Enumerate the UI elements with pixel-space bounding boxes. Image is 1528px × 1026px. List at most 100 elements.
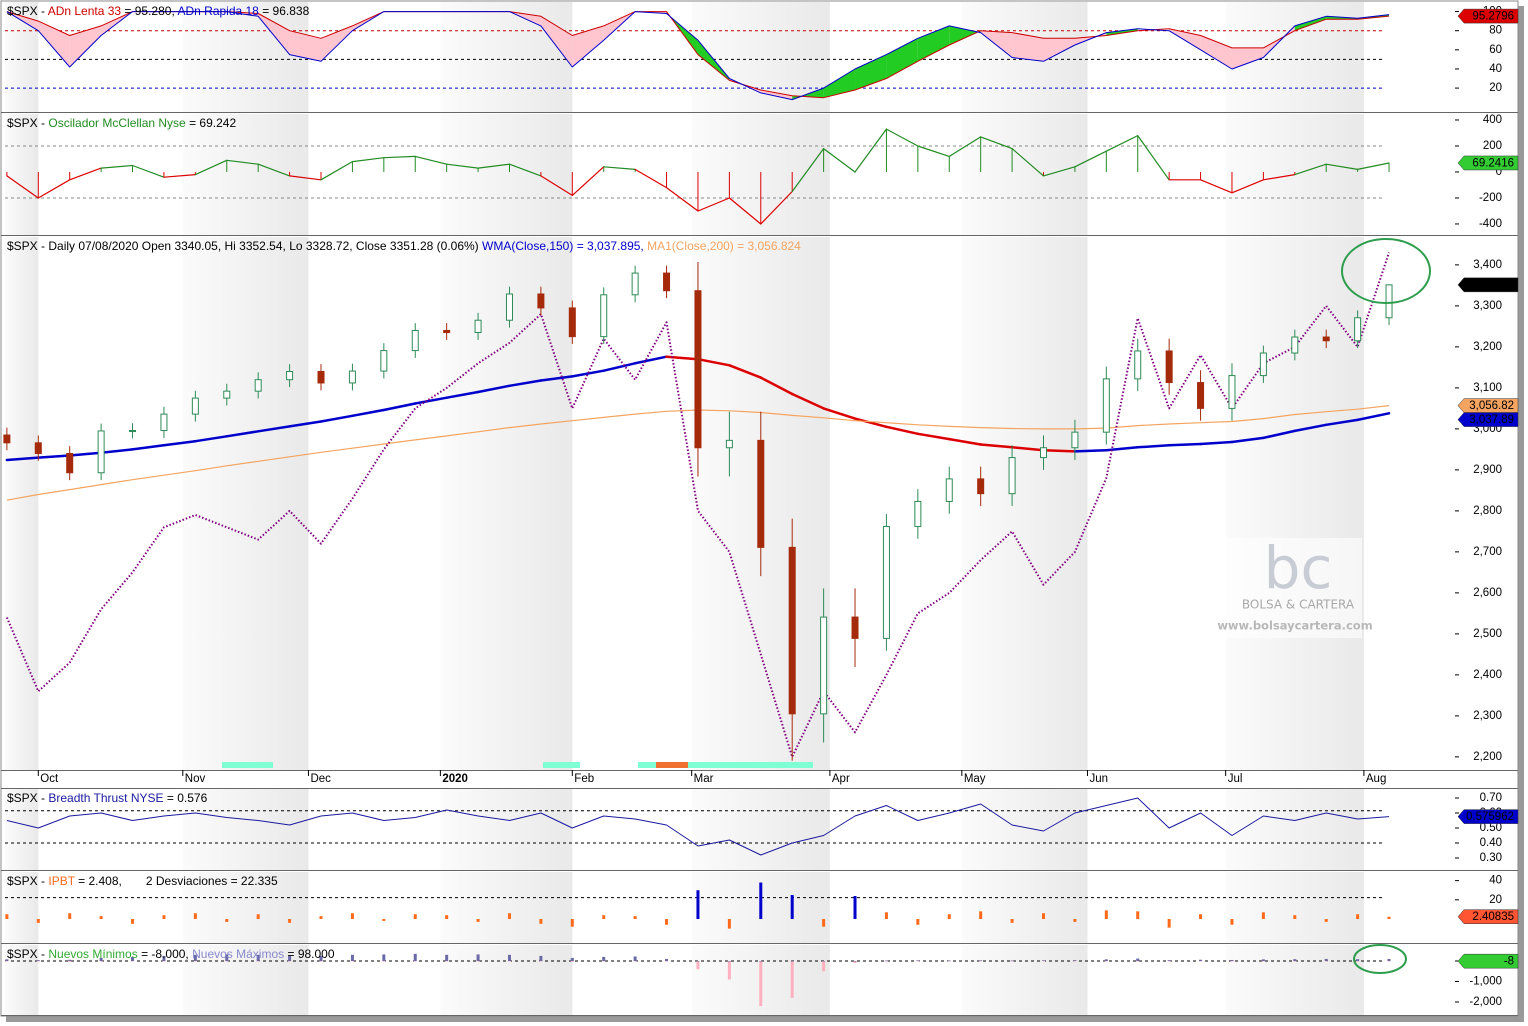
band-fill — [917, 25, 950, 62]
bar — [822, 960, 826, 972]
month-shade — [5, 872, 39, 943]
bar — [1073, 960, 1077, 961]
bar — [633, 960, 637, 962]
y-tick-label: -400 — [1479, 218, 1502, 230]
panel: -2,000-1,0000$SPX - Nuevos Mínimos = -8.… — [5, 947, 1519, 1008]
signal-bar — [222, 762, 273, 768]
bar — [1167, 919, 1171, 928]
candle-body — [600, 294, 608, 338]
series-segment — [1231, 179, 1264, 194]
y-tick-label: 200 — [1483, 140, 1502, 152]
candle-body — [694, 290, 702, 449]
series-segment — [696, 357, 731, 367]
bar — [1293, 959, 1297, 961]
series-segment — [320, 161, 353, 181]
series-segment — [539, 375, 574, 382]
bar — [1041, 960, 1045, 961]
bar — [1010, 919, 1014, 923]
month-shade — [182, 945, 309, 1015]
x-tick-label: Aug — [1366, 773, 1386, 785]
series-segment — [948, 437, 982, 446]
bar — [947, 960, 951, 962]
series-segment — [979, 443, 1014, 449]
candle-body — [1259, 352, 1267, 377]
bar — [696, 890, 700, 920]
bar — [853, 895, 857, 920]
series-segment — [446, 163, 479, 169]
series-segment — [1294, 163, 1327, 176]
series-segment — [163, 174, 196, 178]
bar — [1230, 959, 1234, 961]
value-tag-label: 69.2416 — [1472, 157, 1514, 169]
bar — [1136, 958, 1140, 961]
bar — [1199, 914, 1203, 920]
bar — [1324, 919, 1328, 922]
series-segment — [162, 439, 197, 447]
legend-value: = 96.838 — [259, 4, 310, 18]
month-shade — [5, 945, 39, 1015]
legend-name: ADn Lenta 33 — [48, 4, 122, 18]
month-shade — [440, 872, 573, 943]
y-tick-label: 400 — [1483, 114, 1502, 126]
series-segment — [319, 414, 354, 423]
y-tick-label: 2,700 — [1473, 546, 1502, 558]
bar — [539, 955, 543, 961]
value-tag — [1457, 398, 1519, 413]
y-tick-label: 3,300 — [1473, 300, 1502, 312]
series-segment — [1199, 440, 1234, 446]
legend-value: = 0.576 — [164, 791, 208, 805]
candle-body — [1197, 382, 1205, 409]
series-segment — [1042, 448, 1077, 453]
bar — [1356, 960, 1360, 962]
x-tick-label: Oct — [40, 773, 59, 785]
series-segment — [1262, 174, 1296, 181]
bar — [696, 960, 700, 962]
bar — [790, 895, 794, 920]
candle-body — [914, 500, 922, 527]
y-tick-label: 2,600 — [1473, 587, 1502, 599]
bar — [1387, 916, 1391, 920]
series-segment — [1074, 150, 1107, 168]
month-shade — [5, 237, 39, 770]
series-segment — [885, 425, 920, 436]
series-segment — [791, 148, 825, 193]
band-fill — [949, 25, 981, 46]
y-tick-label: -200 — [1479, 192, 1502, 204]
bar — [759, 960, 763, 962]
bar — [36, 919, 40, 923]
candle-body — [631, 272, 639, 296]
candle-body — [1385, 284, 1393, 319]
bar — [1167, 960, 1171, 961]
series-segment — [1010, 446, 1045, 452]
x-tick-label: Jun — [1089, 773, 1108, 785]
series-segment — [5, 456, 40, 462]
series-segment — [194, 435, 229, 443]
band-fill — [321, 25, 353, 62]
month-shade — [440, 945, 573, 1015]
x-tick-label: Apr — [832, 773, 850, 785]
month-shade — [440, 789, 573, 870]
bar — [382, 919, 386, 921]
bar — [570, 960, 574, 962]
series-segment — [1324, 418, 1359, 427]
bar — [476, 919, 480, 922]
bar — [319, 955, 323, 961]
bar — [319, 916, 323, 920]
series-segment — [289, 175, 322, 181]
month-shade — [1225, 789, 1364, 870]
bar — [445, 915, 449, 920]
candle-body — [97, 430, 105, 474]
bar — [570, 957, 574, 961]
series-segment — [1042, 166, 1076, 177]
bar — [790, 960, 794, 998]
bar — [382, 960, 386, 962]
y-tick-label: 0 — [1496, 166, 1502, 178]
month-shade — [691, 789, 830, 870]
bar — [256, 954, 260, 961]
bar — [288, 960, 292, 962]
month-shade — [182, 2, 309, 112]
series-segment — [1011, 148, 1045, 177]
bar — [507, 913, 511, 920]
bar — [1073, 960, 1077, 962]
bar — [853, 960, 857, 962]
